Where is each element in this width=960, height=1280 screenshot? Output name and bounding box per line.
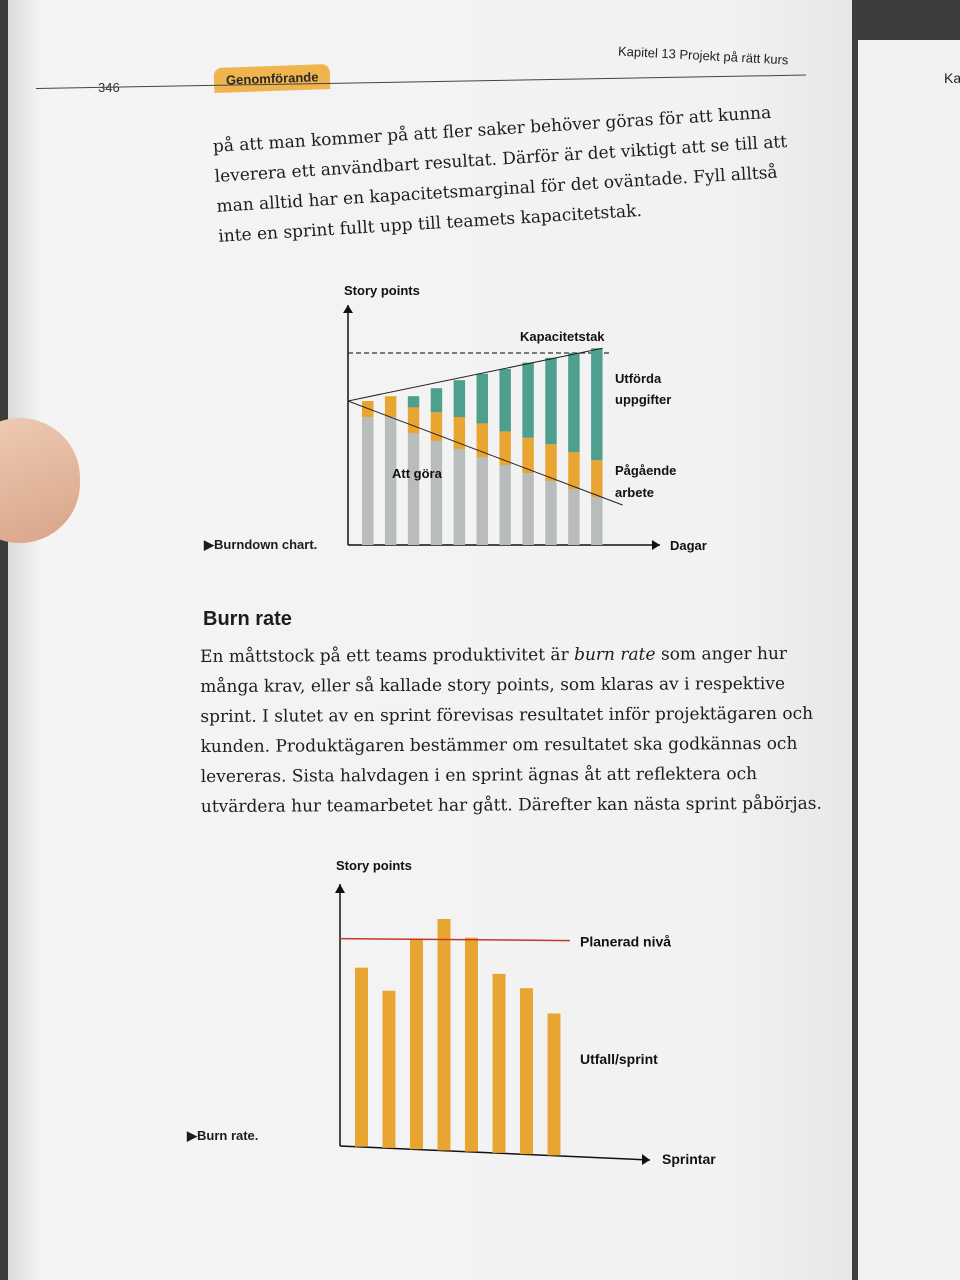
burndown-chart: Story points Dagar Kapacitetstak Utförda upp… bbox=[343, 283, 707, 553]
burn-bar-6 bbox=[492, 973, 506, 1153]
bar-utförda-uppgifter-4 bbox=[430, 388, 443, 413]
bar-att-göra-11 bbox=[591, 497, 603, 545]
burn-rate-caption: ▶Burn rate. bbox=[187, 1128, 258, 1144]
x-axis-arrow-icon bbox=[652, 540, 660, 550]
bar-pågående-arbete-9 bbox=[545, 444, 557, 481]
planned-level-line bbox=[339, 937, 571, 942]
paragraph-2: En måttstock på ett teams produktivitet … bbox=[200, 639, 827, 822]
y-axis-arrow-icon bbox=[343, 305, 353, 313]
bar-att-göra-2 bbox=[384, 417, 397, 545]
burn-rate-chart: Story points Sprintar Planerad nivå Utfall/… bbox=[335, 858, 716, 1167]
x-axis-label: Sprintar bbox=[662, 1151, 716, 1167]
y-axis-label: Story points bbox=[344, 283, 420, 298]
burn-bar-8 bbox=[547, 1013, 561, 1156]
x-axis bbox=[339, 1145, 651, 1161]
bar-att-göra-4 bbox=[430, 441, 443, 545]
y-axis-arrow-icon bbox=[335, 884, 345, 893]
burn-rate-term: burn rate bbox=[574, 644, 656, 666]
wip-label-line1: Pågående bbox=[615, 463, 676, 478]
bar-att-göra-8 bbox=[522, 473, 534, 545]
burn-rate-heading: Burn rate bbox=[203, 608, 292, 630]
burn-bar-3 bbox=[410, 939, 423, 1150]
x-axis-label: Dagar bbox=[670, 538, 707, 553]
bar-pågående-arbete-2 bbox=[384, 396, 397, 417]
todo-label: Att göra bbox=[392, 466, 443, 481]
bar-att-göra-6 bbox=[476, 457, 488, 545]
burn-bar-2 bbox=[382, 990, 396, 1148]
bar-att-göra-5 bbox=[453, 449, 466, 545]
bar-att-göra-1 bbox=[362, 417, 374, 545]
bar-utförda-uppgifter-8 bbox=[522, 362, 534, 438]
bar-att-göra-3 bbox=[407, 433, 420, 545]
facing-page-fragment: Ka bbox=[944, 70, 960, 86]
bar-att-göra-10 bbox=[568, 489, 580, 545]
bar-pågående-arbete-8 bbox=[522, 437, 534, 473]
bar-pågående-arbete-11 bbox=[591, 460, 603, 497]
outcome-label: Utfall/sprint bbox=[580, 1051, 658, 1067]
bar-att-göra-7 bbox=[499, 465, 511, 545]
done-label-line2: uppgifter bbox=[615, 392, 671, 407]
bar-pågående-arbete-10 bbox=[568, 452, 580, 489]
burn-bar-7 bbox=[520, 988, 533, 1155]
bar-utförda-uppgifter-6 bbox=[476, 373, 488, 424]
burn-rate-caption-text: Burn rate. bbox=[197, 1128, 259, 1143]
bar-pågående-arbete-6 bbox=[476, 423, 488, 457]
done-label-line1: Utförda bbox=[615, 371, 662, 386]
planned-level-label: Planerad nivå bbox=[580, 934, 671, 950]
bar-utförda-uppgifter-5 bbox=[453, 380, 466, 417]
bar-utförda-uppgifter-10 bbox=[568, 353, 580, 453]
facing-page bbox=[858, 40, 960, 1280]
bar-pågående-arbete-4 bbox=[430, 412, 443, 441]
bar-utförda-uppgifter-9 bbox=[545, 357, 557, 445]
book-page bbox=[8, 0, 852, 1280]
capacity-label: Kapacitetstak bbox=[520, 329, 605, 344]
bar-utförda-uppgifter-7 bbox=[499, 369, 511, 432]
x-axis-arrow-icon bbox=[642, 1154, 650, 1165]
bar-pågående-arbete-3 bbox=[407, 407, 420, 433]
bar-pågående-arbete-5 bbox=[453, 417, 466, 449]
y-axis-label: Story points bbox=[336, 858, 412, 873]
bar-att-göra-9 bbox=[545, 481, 557, 545]
caption-arrow-icon: ▶ bbox=[187, 1128, 197, 1143]
bar-utförda-uppgifter-11 bbox=[591, 348, 603, 461]
burndown-caption: ▶Burndown chart. bbox=[204, 537, 317, 553]
section-tab: Genomförande bbox=[213, 63, 331, 94]
burndown-caption-text: Burndown chart. bbox=[214, 537, 318, 552]
remaining-trend-line bbox=[347, 400, 623, 506]
burn-bar-4 bbox=[437, 918, 451, 1151]
caption-arrow-icon: ▶ bbox=[204, 537, 214, 552]
burn-bar-5 bbox=[465, 937, 478, 1152]
bar-pågående-arbete-7 bbox=[499, 431, 511, 465]
total-trend-line bbox=[347, 347, 603, 402]
bar-utförda-uppgifter-3 bbox=[407, 396, 420, 408]
paragraph-2-start: En måttstock på ett teams produktivitet … bbox=[200, 645, 575, 667]
wip-label-line2: arbete bbox=[615, 485, 654, 500]
burn-bar-1 bbox=[355, 967, 368, 1147]
paragraph-2-end: som anger hur många krav, eller så kalla… bbox=[200, 643, 822, 817]
